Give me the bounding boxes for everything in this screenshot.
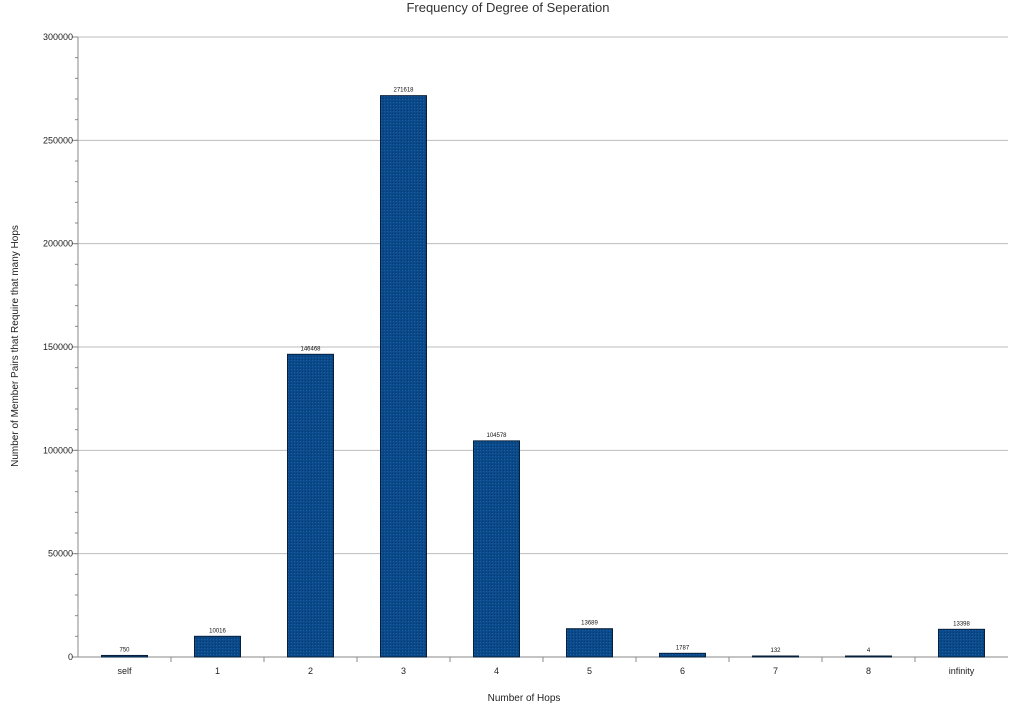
bar-2 — [287, 353, 334, 658]
data-label: 750 — [119, 647, 130, 653]
y-tick-label: 0 — [68, 652, 73, 662]
x-tick-label: 5 — [587, 666, 592, 676]
y-tick-label: 300000 — [43, 32, 73, 42]
data-label: 146468 — [300, 346, 321, 352]
x-tick-label: infinity — [949, 666, 975, 676]
chart-title: Frequency of Degree of Seperation — [406, 0, 609, 15]
y-axis-ticks: 0 50000 100000 150000 200000 250000 300000 — [43, 32, 78, 662]
data-label: 13398 — [953, 621, 970, 627]
bar-1 — [194, 635, 241, 658]
x-tick-label: 3 — [401, 666, 406, 676]
data-label: 271618 — [393, 88, 414, 94]
bar-self — [101, 654, 148, 658]
bars — [101, 95, 985, 658]
x-axis-ticks: self 1 2 3 4 5 6 7 8 infinity — [117, 657, 975, 676]
y-axis-label: Number of Member Pairs that Require that… — [10, 225, 21, 467]
y-tick-label: 100000 — [43, 445, 73, 455]
bar-8 — [845, 655, 892, 658]
data-label: 4 — [867, 648, 871, 654]
bar-6 — [659, 652, 706, 658]
data-labels: 750 10016 146468 271618 104578 13689 1787 132 4 1… — [119, 88, 970, 654]
y-tick-label: 150000 — [43, 342, 73, 352]
data-label: 132 — [770, 648, 781, 654]
x-tick-label: 6 — [680, 666, 685, 676]
bar-5 — [566, 628, 613, 658]
x-axis-label: Number of Hops — [488, 693, 561, 704]
data-label: 10016 — [209, 628, 226, 634]
grid-lines — [78, 36, 1008, 555]
x-tick-label: 1 — [215, 666, 220, 676]
x-tick-label: self — [117, 666, 132, 676]
bar-4 — [473, 440, 520, 658]
bar-3 — [380, 95, 427, 658]
y-tick-label: 250000 — [43, 135, 73, 145]
x-tick-label: 7 — [773, 666, 778, 676]
x-tick-label: 8 — [866, 666, 871, 676]
data-label: 104578 — [486, 433, 507, 439]
data-label: 13689 — [581, 621, 598, 627]
data-label: 1787 — [676, 645, 690, 651]
y-tick-label: 200000 — [43, 239, 73, 249]
y-tick-label: 50000 — [48, 549, 73, 559]
bar-infinity — [938, 628, 985, 658]
bar-7 — [752, 655, 799, 658]
x-tick-label: 4 — [494, 666, 499, 676]
x-tick-label: 2 — [308, 666, 313, 676]
